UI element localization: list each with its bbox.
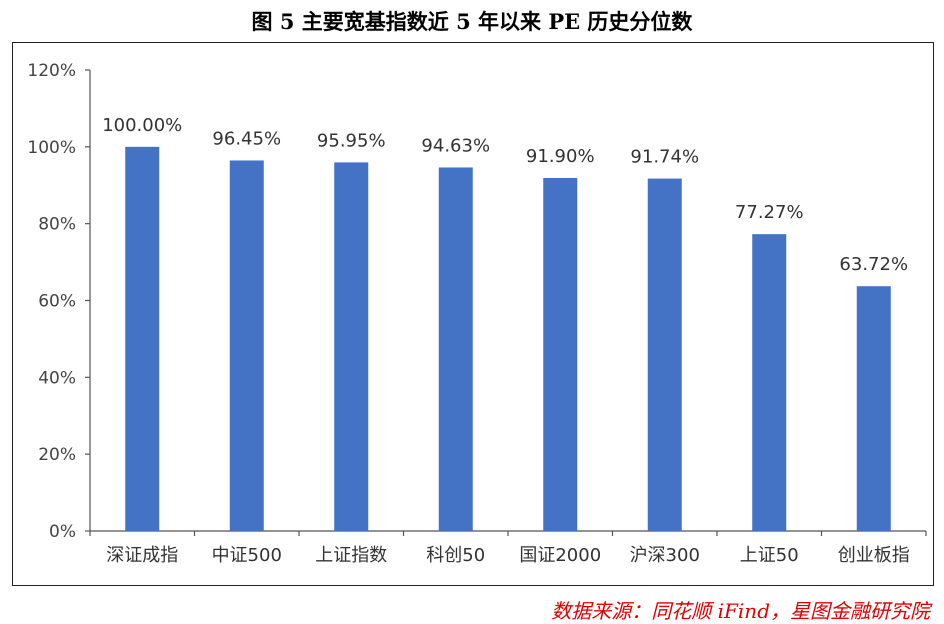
x-tick-label: 上证50 [740, 545, 799, 566]
x-tick-label: 创业板指 [838, 545, 910, 566]
chart-frame [12, 42, 934, 586]
x-tick-label: 国证2000 [519, 545, 601, 566]
bar [334, 162, 369, 531]
bar [856, 286, 891, 531]
bar-data-label: 96.45% [212, 128, 281, 149]
y-tick-label: 100% [27, 138, 76, 158]
bar-data-label: 94.63% [421, 135, 490, 156]
bar-data-label: 91.90% [526, 146, 595, 167]
x-tick-label: 中证500 [212, 545, 282, 566]
data-source-note: 数据来源：同花顺 iFind，星图金融研究院 [551, 599, 930, 623]
chart-title: 图 5 主要宽基指数近 5 年以来 PE 历史分位数 [251, 9, 693, 34]
y-tick-label: 120% [27, 61, 76, 81]
y-tick-label: 40% [38, 368, 76, 388]
bar-data-label: 63.72% [839, 254, 908, 275]
x-tick-label: 深证成指 [106, 545, 178, 566]
bar [752, 234, 787, 531]
bar [647, 178, 682, 532]
bar-data-label: 91.74% [630, 147, 699, 168]
y-tick-label: 60% [38, 292, 76, 312]
y-tick-label: 20% [38, 445, 76, 465]
bar-data-label: 95.95% [317, 130, 386, 151]
x-tick-label: 科创50 [426, 545, 485, 566]
bar [125, 146, 160, 532]
bar-data-label: 77.27% [735, 202, 804, 223]
y-tick-label: 0% [49, 522, 76, 542]
x-tick-label: 沪深300 [630, 545, 700, 566]
x-tick-label: 上证指数 [315, 545, 387, 566]
bar-data-label: 100.00% [102, 115, 182, 136]
y-tick-label: 80% [38, 215, 76, 235]
bar [438, 167, 473, 532]
bar [543, 177, 578, 531]
bar [229, 160, 264, 531]
